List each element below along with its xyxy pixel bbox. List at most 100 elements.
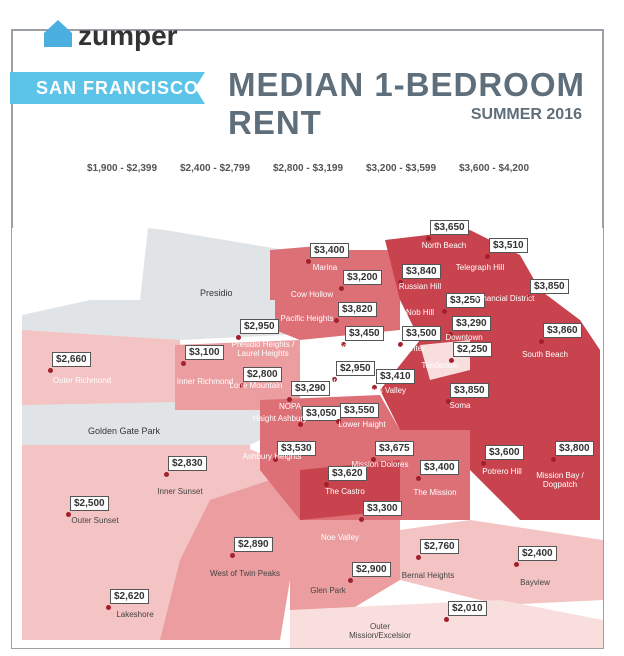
location-dot [339,286,344,291]
location-dot [526,295,531,300]
neighborhood-name: Mission Dolores [351,460,409,469]
legend-label: $3,200 - $3,599 [366,163,437,174]
location-dot [398,342,403,347]
price-tag: $3,860 [543,323,582,338]
location-dot [449,358,454,363]
neighborhood-name: Potrero Hill [482,467,522,476]
price-tag: $2,250 [453,342,492,357]
price-tag: $2,830 [168,456,207,471]
location-dot [66,512,71,517]
location-dot [334,318,339,323]
price-tag: $3,410 [376,369,415,384]
neighborhood-name: South Beach [522,350,568,359]
neighborhood-name: Ashbury Heights [242,452,302,461]
location-dot [448,332,453,337]
location-dot [332,377,337,382]
neighborhood-name: Inner Richmond [176,377,234,386]
price-tag: $3,675 [375,441,414,456]
price-tag: $3,650 [430,220,469,235]
location-dot [324,482,329,487]
neighborhood-name: Marina [312,263,338,272]
neighborhood-name: Soma [449,401,471,410]
legend-label: $2,400 - $2,799 [180,163,251,174]
neighborhood-name: Financial District [475,294,535,303]
location-dot [426,236,431,241]
area-label: Presidio [200,288,233,298]
location-dot [336,419,341,424]
neighborhood-name: Lower Pacific Heights [299,342,347,360]
neighborhood-name: Presidio Heights / Laurel Heights [231,340,295,358]
neighborhood-name: Bayview [520,578,550,587]
location-dot [371,457,376,462]
price-tag: $3,550 [340,403,379,418]
price-tag: $2,890 [234,537,273,552]
location-dot [348,578,353,583]
legend-label: $3,600 - $4,200 [459,163,530,174]
neighborhood-name: Tenderloin [421,361,459,370]
price-tag: $2,900 [352,562,391,577]
location-dot [372,385,377,390]
neighborhood-name: The Castro [325,487,365,496]
neighborhood-name: Cow Hollow [290,290,334,299]
logo: zumper [78,20,178,51]
legend-label: $1,900 - $2,399 [87,163,158,174]
neighborhood-name: Russian Hill [398,282,442,291]
location-dot [539,339,544,344]
neighborhood-name: Western Addition [317,377,379,386]
price-tag: $2,950 [336,361,375,376]
location-dot [416,476,421,481]
price-tag: $3,800 [555,441,594,456]
area-label: Golden Gate Park [88,426,161,436]
neighborhood-name: Lone Mountain [229,381,283,390]
neighborhood-name: Lakeshore [116,610,154,619]
location-dot [298,422,303,427]
price-tag: $3,250 [446,293,485,308]
price-tag: $3,450 [345,326,384,341]
price-tag: $2,010 [448,601,487,616]
neighborhood-name: Outer Mission/Excelsior [349,622,411,640]
price-tag: $3,500 [402,326,441,341]
header-art [10,20,205,104]
price-tag: $3,400 [420,460,459,475]
title: MEDIAN 1-BEDROOM RENT [228,66,586,141]
price-tag: $2,760 [420,539,459,554]
price-tag: $3,840 [402,264,441,279]
location-dot [485,254,490,259]
neighborhood-name: Mission Bay / Dogpatch [536,471,584,489]
price-tag: $3,600 [485,445,524,460]
price-tag: $3,400 [310,243,349,258]
price-tag: $3,510 [489,238,528,253]
price-tag: $2,800 [243,367,282,382]
location-dot [481,461,486,466]
legend-label: $2,800 - $3,199 [273,163,344,174]
neighborhood-name: Telegraph Hill [455,263,505,272]
price-tag: $2,400 [518,546,557,561]
neighborhood-name: North Beach [421,241,467,250]
location-dot [164,472,169,477]
neighborhood-name: The Mission [413,488,457,497]
location-dot [106,605,111,610]
price-tag: $3,290 [291,381,330,396]
neighborhood-name: Noe Valley [320,533,360,542]
location-dot [398,280,403,285]
neighborhood-name: NOPA [278,402,302,411]
neighborhood-name: Civic Center [381,344,425,353]
location-dot [341,342,346,347]
price-tag: $2,950 [240,319,279,334]
location-dot [48,368,53,373]
location-dot [444,617,449,622]
price-tag: $2,500 [70,496,109,511]
neighborhood-name: Lower Haight [338,420,386,429]
location-dot [287,397,292,402]
neighborhood-name: Pacific Heights [280,314,334,323]
price-tag: $2,660 [52,352,91,367]
price-tag: $3,820 [338,302,377,317]
neighborhood-name: Bernal Heights [401,571,455,580]
price-tag: $3,530 [277,441,316,456]
location-dot [416,555,421,560]
price-tag: $3,620 [328,466,367,481]
price-tag: $3,850 [530,279,569,294]
location-dot [514,562,519,567]
location-dot [230,553,235,558]
